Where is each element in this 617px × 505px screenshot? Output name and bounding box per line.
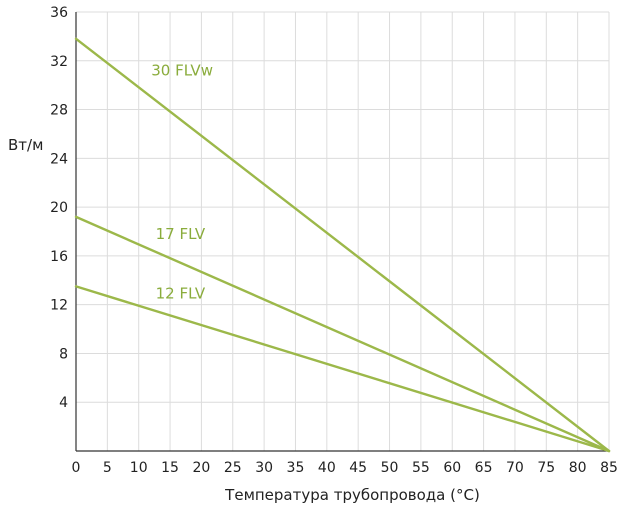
x-tick-label: 20 bbox=[192, 460, 210, 476]
x-tick-label: 60 bbox=[443, 460, 461, 476]
x-tick-label: 85 bbox=[600, 460, 617, 476]
y-tick-label: 24 bbox=[50, 151, 68, 167]
series-line bbox=[74, 285, 611, 453]
x-tick-label: 30 bbox=[255, 460, 273, 476]
x-tick-label: 55 bbox=[412, 460, 430, 476]
y-tick-labels: 4 8 12 16 20 24 28 32 36 bbox=[50, 5, 68, 411]
y-tick-label: 8 bbox=[59, 346, 68, 362]
x-tick-label: 75 bbox=[537, 460, 555, 476]
y-axis-title: Вт/м bbox=[8, 136, 43, 154]
series-line bbox=[74, 215, 611, 453]
series-label: 12 FLV bbox=[156, 285, 206, 303]
x-tick-label: 0 bbox=[72, 460, 81, 476]
series-label: 30 FLVw bbox=[151, 62, 213, 80]
series-label: 17 FLV bbox=[156, 225, 206, 243]
x-tick-labels: 0 5 10 15 20 25 30 35 40 45 50 55 60 65 70 75 80 85 bbox=[72, 460, 617, 476]
x-tick-label: 40 bbox=[318, 460, 336, 476]
axes bbox=[75, 12, 609, 452]
y-tick-label: 12 bbox=[50, 298, 68, 314]
y-tick-label: 16 bbox=[50, 249, 68, 265]
x-tick-label: 70 bbox=[506, 460, 524, 476]
y-tick-label: 36 bbox=[50, 5, 68, 21]
x-axis-title: Температура трубопровода (°C) bbox=[224, 486, 480, 504]
y-tick-label: 20 bbox=[50, 200, 68, 216]
series-labels: 30 FLVw 17 FLV 12 FLV bbox=[151, 62, 213, 303]
y-tick-label: 32 bbox=[50, 54, 68, 70]
y-tick-label: 28 bbox=[50, 103, 68, 119]
x-tick-label: 45 bbox=[349, 460, 367, 476]
x-tick-label: 50 bbox=[381, 460, 399, 476]
series-lines bbox=[74, 37, 611, 453]
y-tick-label: 4 bbox=[59, 395, 68, 411]
x-tick-label: 80 bbox=[569, 460, 587, 476]
x-tick-label: 10 bbox=[130, 460, 148, 476]
x-tick-label: 25 bbox=[224, 460, 242, 476]
x-tick-label: 15 bbox=[161, 460, 179, 476]
series-line bbox=[74, 37, 611, 453]
x-tick-label: 35 bbox=[287, 460, 305, 476]
x-tick-label: 65 bbox=[475, 460, 493, 476]
x-tick-label: 5 bbox=[103, 460, 112, 476]
